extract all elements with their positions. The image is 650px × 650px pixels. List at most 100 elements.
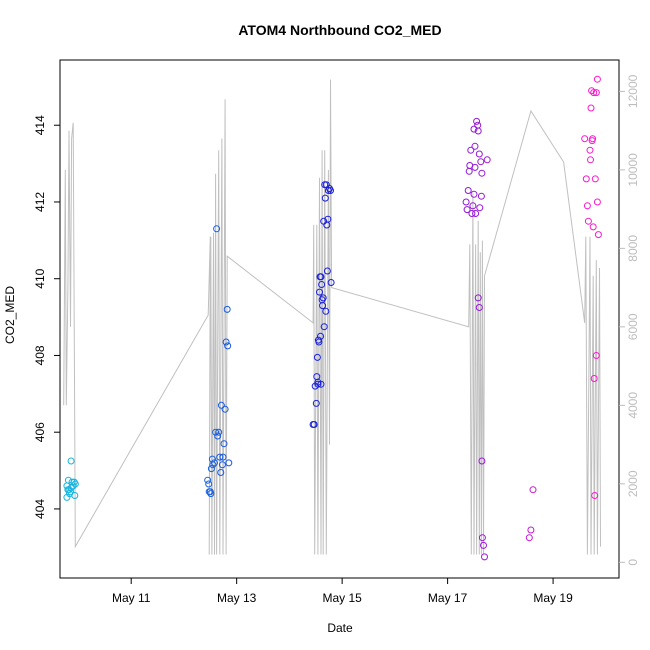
data-point [318, 281, 326, 288]
data-point [471, 142, 479, 150]
data-point [65, 486, 73, 494]
data-point [214, 432, 222, 440]
data-point [322, 307, 330, 315]
data-point [207, 465, 215, 473]
data-point [583, 202, 591, 210]
data-point [207, 490, 215, 498]
data-point [225, 459, 233, 467]
data-point [581, 135, 589, 143]
data-point [529, 486, 537, 494]
right-y-tick-label: 12000 [626, 74, 640, 108]
data-point [471, 163, 479, 171]
data-point [467, 146, 475, 154]
data-point [71, 480, 79, 488]
data-point [475, 150, 483, 158]
plot-frame [59, 59, 620, 579]
data-point [323, 267, 331, 275]
y-tick-label: 414 [33, 115, 47, 135]
data-point [475, 304, 483, 311]
data-point [324, 215, 332, 223]
data-point [211, 459, 218, 467]
data-point [527, 526, 535, 534]
data-point [218, 461, 226, 469]
data-point [312, 399, 320, 407]
data-point [217, 469, 225, 476]
right-y-tick-label: 2000 [626, 470, 640, 497]
data-point [584, 217, 592, 225]
right-y-tick-label: 0 [626, 559, 640, 566]
data-point [319, 302, 327, 310]
y-tick-label: 408 [33, 345, 47, 365]
x-tick-label: May 13 [217, 591, 257, 605]
data-point [483, 156, 491, 164]
data-point [525, 534, 533, 542]
data-point [473, 117, 481, 125]
data-point [481, 553, 488, 561]
data-point [590, 375, 598, 382]
data-point [470, 190, 478, 198]
x-tick-label: May 15 [322, 591, 362, 605]
data-point [223, 305, 231, 313]
x-axis: May 11 May 13 May 15 May 17 May 19 [112, 578, 573, 605]
y-tick-label: 404 [33, 499, 47, 519]
right-y-tick-label: 10000 [626, 153, 640, 187]
data-point [469, 202, 477, 210]
data-point [67, 457, 75, 465]
data-point [212, 428, 220, 436]
y-tick-label: 410 [33, 268, 47, 288]
x-tick-label: May 17 [428, 591, 468, 605]
data-point [67, 488, 74, 496]
data-point [224, 342, 232, 350]
y-axis-label: CO2_MED [3, 286, 17, 344]
data-point [472, 210, 480, 217]
data-point [314, 380, 322, 388]
data-point [587, 104, 595, 112]
data-point [468, 210, 476, 217]
data-point [474, 127, 482, 135]
data-point [588, 87, 596, 95]
data-point [216, 453, 224, 461]
data-point [476, 204, 484, 212]
data-point [591, 492, 599, 499]
right-axis-series-line [63, 79, 601, 555]
right-axis-line-layer [63, 79, 601, 555]
data-point [480, 541, 487, 549]
data-point [594, 231, 602, 239]
data-point [587, 156, 594, 164]
data-point [71, 492, 79, 499]
data-point [316, 288, 323, 296]
data-point [317, 273, 325, 281]
y-axis: 404 406 408 410 412 414 [33, 115, 60, 519]
data-point [477, 192, 485, 200]
data-point [589, 135, 597, 143]
data-point [320, 323, 328, 331]
data-point [317, 332, 324, 340]
data-point [221, 405, 229, 413]
data-point [209, 461, 217, 469]
data-point [477, 158, 485, 166]
data-point [478, 169, 486, 177]
data-point [591, 175, 599, 183]
data-point [220, 440, 228, 448]
right-y-tick-label: 6000 [626, 313, 640, 340]
data-point [582, 175, 590, 183]
data-point [327, 279, 335, 286]
x-tick-label: May 11 [112, 591, 151, 605]
data-point [474, 294, 482, 302]
data-point [470, 125, 478, 133]
data-point [222, 338, 230, 346]
y-tick-label: 412 [33, 192, 47, 212]
data-point [586, 146, 594, 154]
data-point [592, 89, 600, 97]
data-point [462, 198, 470, 206]
data-point [321, 194, 329, 202]
data-point [478, 457, 486, 465]
data-point [317, 380, 325, 388]
data-point [310, 421, 318, 428]
data-point [593, 75, 601, 83]
data-point [217, 401, 225, 409]
data-point [215, 428, 223, 436]
data-point [478, 534, 486, 542]
data-point [327, 187, 334, 194]
